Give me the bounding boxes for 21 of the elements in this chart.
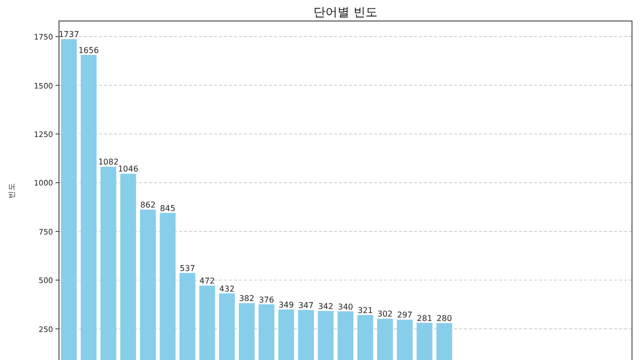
data-label: 297 <box>397 310 412 320</box>
data-label: 537 <box>180 264 196 273</box>
data-label: 340 <box>338 302 354 312</box>
data-label: 321 <box>358 306 373 315</box>
chart-title: 단어별 빈도 <box>314 5 378 19</box>
data-label: 1046 <box>118 164 138 174</box>
data-label: 349 <box>278 300 294 310</box>
data-label: 280 <box>436 314 452 323</box>
data-label: 342 <box>318 302 334 311</box>
data-label: 376 <box>258 295 274 304</box>
data-label: 472 <box>200 276 215 286</box>
data-label: 432 <box>219 284 235 294</box>
data-label: 281 <box>416 314 432 323</box>
data-label: 845 <box>160 204 176 213</box>
data-label: 347 <box>298 300 314 310</box>
data-label: 382 <box>239 294 254 304</box>
data-label: 862 <box>140 200 156 210</box>
data-label: 1737 <box>58 30 80 40</box>
data-label: 1656 <box>78 46 99 55</box>
data-label: 1082 <box>98 158 119 167</box>
data-label: 302 <box>377 310 393 319</box>
